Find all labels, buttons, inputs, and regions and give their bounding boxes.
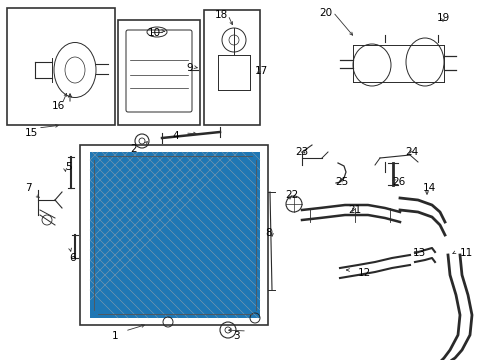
Text: 8: 8 xyxy=(264,228,271,238)
Text: 16: 16 xyxy=(52,101,65,111)
Text: 7: 7 xyxy=(25,183,32,193)
Text: 11: 11 xyxy=(459,248,472,258)
Text: 4: 4 xyxy=(172,131,178,141)
Text: 23: 23 xyxy=(294,147,307,157)
Text: 21: 21 xyxy=(347,205,361,215)
Text: 3: 3 xyxy=(232,331,239,341)
Text: 13: 13 xyxy=(412,248,426,258)
Text: 12: 12 xyxy=(357,268,370,278)
Bar xyxy=(118,20,200,125)
Bar xyxy=(80,145,267,325)
Text: 22: 22 xyxy=(285,190,298,200)
Text: 15: 15 xyxy=(25,128,38,138)
Text: 5: 5 xyxy=(65,162,71,172)
Bar xyxy=(203,10,260,125)
Text: 1: 1 xyxy=(112,331,119,341)
Text: 17: 17 xyxy=(254,66,268,76)
Bar xyxy=(90,152,260,318)
Text: 2: 2 xyxy=(130,144,136,154)
Text: 19: 19 xyxy=(436,13,449,23)
Bar xyxy=(7,8,115,125)
Text: 24: 24 xyxy=(404,147,417,157)
Text: 9: 9 xyxy=(185,63,192,73)
Text: 6: 6 xyxy=(69,253,76,263)
Text: 20: 20 xyxy=(318,8,331,18)
Text: 26: 26 xyxy=(391,177,405,187)
Text: 18: 18 xyxy=(215,10,228,20)
Text: 14: 14 xyxy=(422,183,435,193)
Text: 25: 25 xyxy=(334,177,347,187)
Text: 10: 10 xyxy=(148,28,161,38)
